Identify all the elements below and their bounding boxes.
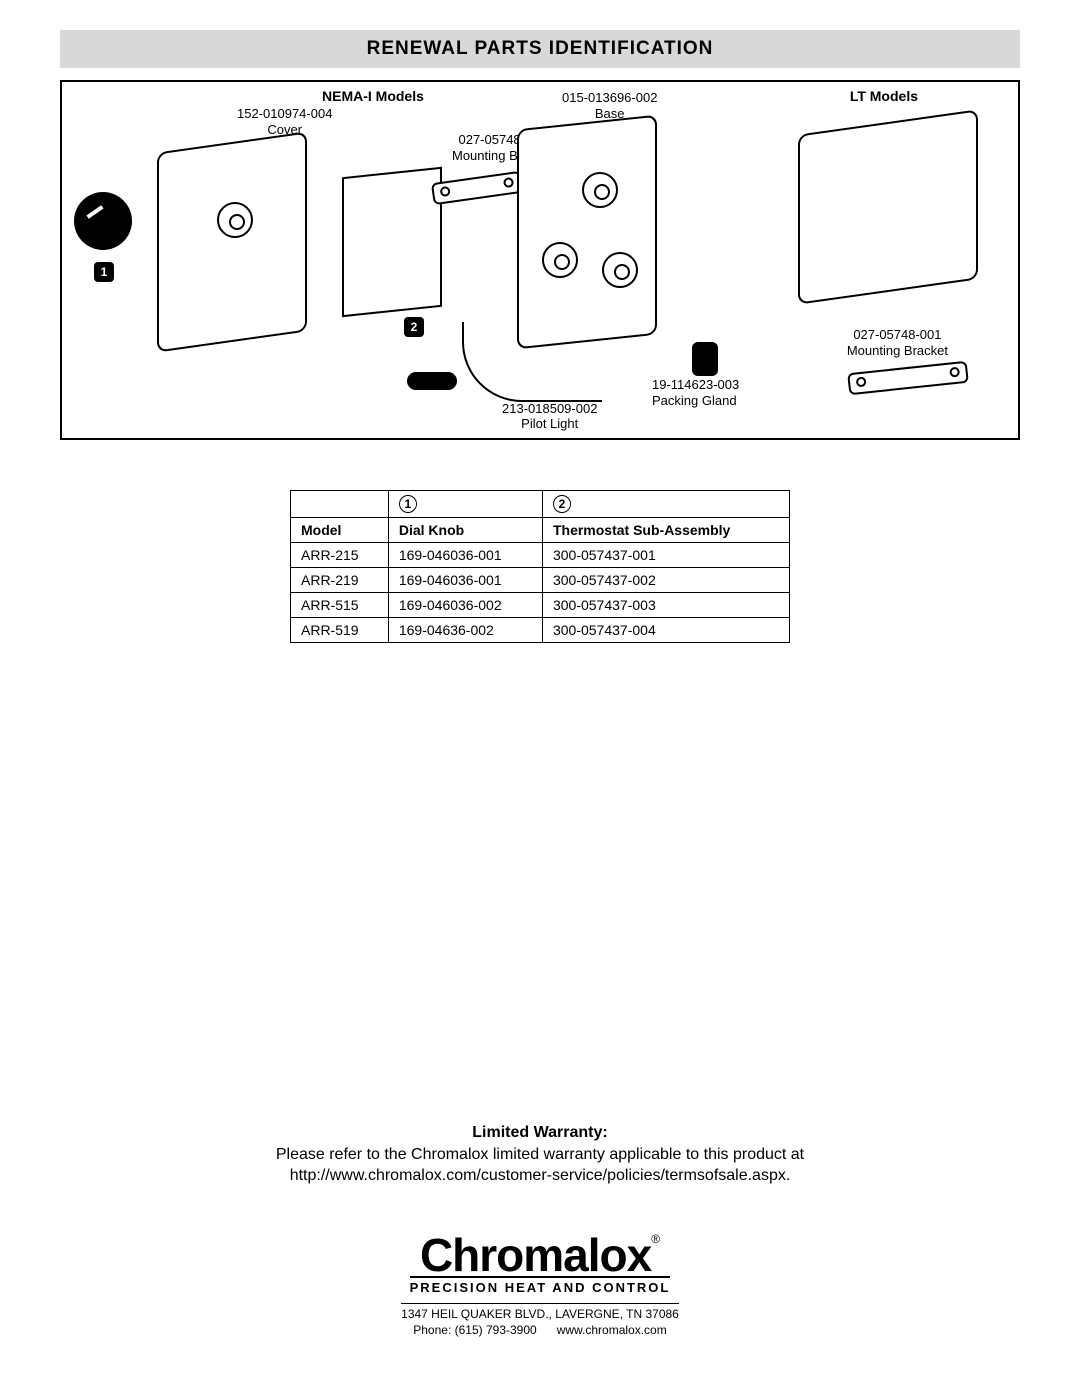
gland-name: Packing Gland [652, 393, 739, 409]
cell-therm: 300-057437-001 [542, 543, 789, 568]
logo-address: 1347 HEIL QUAKER BLVD., LAVERGNE, TN 370… [401, 1303, 679, 1321]
cell-dial: 169-04636-002 [388, 618, 542, 643]
warranty-title: Limited Warranty: [472, 1124, 607, 1141]
lt-title: LT Models [850, 88, 918, 104]
cell-dial: 169-046036-002 [388, 593, 542, 618]
table-row: ARR-515 169-046036-002 300-057437-003 [291, 593, 790, 618]
cover-shape [157, 131, 307, 352]
table-header-numbers: 1 2 [291, 491, 790, 518]
nema-title: NEMA-I Models [322, 88, 424, 104]
cell-model: ARR-515 [291, 593, 389, 618]
callout-1: 1 [94, 262, 114, 282]
bracket2-name: Mounting Bracket [847, 343, 948, 359]
table-row: ARR-519 169-04636-002 300-057437-004 [291, 618, 790, 643]
cover-label: 152-010974-004 Cover [237, 106, 332, 137]
bracket2-shape [847, 361, 969, 395]
base-shape [517, 115, 657, 350]
logo-name: Chromalox [420, 1229, 651, 1281]
table-row: ARR-215 169-046036-001 300-057437-001 [291, 543, 790, 568]
base-pn: 015-013696-002 [562, 90, 657, 106]
col-num-1: 1 [399, 495, 417, 513]
callout-2: 2 [404, 317, 424, 337]
gland-pn: 19-114623-003 [652, 377, 739, 393]
logo-phone: Phone: (615) 793-3900 [413, 1323, 536, 1337]
cell-model: ARR-219 [291, 568, 389, 593]
housing-shape [798, 109, 978, 304]
cell-dial: 169-046036-001 [388, 543, 542, 568]
gland-label: 19-114623-003 Packing Gland [652, 377, 739, 408]
cell-therm: 300-057437-004 [542, 618, 789, 643]
cover-pn: 152-010974-004 [237, 106, 332, 122]
pilot-label: 213-018509-002 Pilot Light [502, 401, 597, 432]
pilot-wire-shape [462, 322, 602, 402]
cell-model: ARR-519 [291, 618, 389, 643]
cover-dial-icon [217, 202, 253, 238]
warranty-block: Limited Warranty: Please refer to the Ch… [0, 1122, 1080, 1187]
cell-therm: 300-057437-003 [542, 593, 789, 618]
base-hole2-icon [542, 242, 578, 278]
table-header-labels: Model Dial Knob Thermostat Sub-Assembly [291, 518, 790, 543]
gland-shape [692, 342, 718, 376]
col-num-2: 2 [553, 495, 571, 513]
base-hole1-icon [582, 172, 618, 208]
logo-reg: ® [651, 1232, 660, 1246]
parts-table: 1 2 Model Dial Knob Thermostat Sub-Assem… [290, 490, 790, 643]
cell-dial: 169-046036-001 [388, 568, 542, 593]
dial-knob-icon [74, 192, 132, 250]
logo-web: www.chromalox.com [557, 1323, 667, 1337]
bracket2-label: 027-05748-001 Mounting Bracket [847, 327, 948, 358]
bracket1-shape [431, 171, 523, 205]
logo-block: Chromalox® PRECISION HEAT AND CONTROL 13… [0, 1232, 1080, 1337]
bracket2-pn: 027-05748-001 [847, 327, 948, 343]
warranty-line1: Please refer to the Chromalox limited wa… [276, 1146, 804, 1163]
base-hole3-icon [602, 252, 638, 288]
cell-therm: 300-057437-002 [542, 568, 789, 593]
col-therm: Thermostat Sub-Assembly [542, 518, 789, 543]
col-dial: Dial Knob [388, 518, 542, 543]
pilot-name: Pilot Light [502, 416, 597, 432]
thermostat-shape [342, 167, 442, 318]
logo-tagline: PRECISION HEAT AND CONTROL [410, 1276, 671, 1295]
parts-diagram: NEMA-I Models LT Models 152-010974-004 C… [60, 80, 1020, 440]
table-row: ARR-219 169-046036-001 300-057437-002 [291, 568, 790, 593]
section-header: RENEWAL PARTS IDENTIFICATION [60, 30, 1020, 68]
pilot-pn: 213-018509-002 [502, 401, 597, 417]
cell-model: ARR-215 [291, 543, 389, 568]
warranty-line2: http://www.chromalox.com/customer-servic… [290, 1167, 791, 1184]
col-model: Model [291, 518, 389, 543]
pilot-shape [407, 372, 457, 390]
